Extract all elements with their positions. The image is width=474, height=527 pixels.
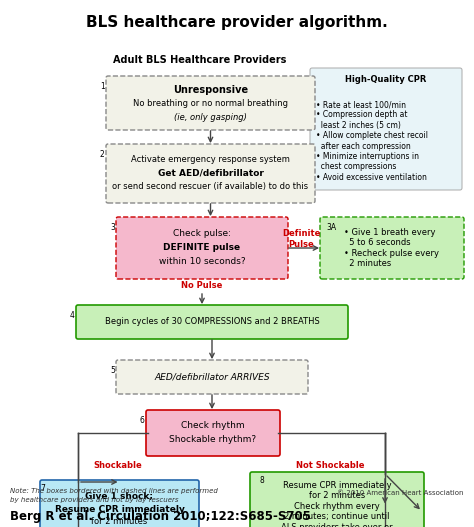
Text: 4: 4 — [70, 311, 75, 320]
Text: • Rate at least 100/min
• Compression depth at
  least 2 inches (5 cm)
• Allow c: • Rate at least 100/min • Compression de… — [316, 100, 428, 182]
Text: for 2 minutes: for 2 minutes — [91, 518, 147, 526]
Text: Resume CPR immediately
for 2 minutes
Check rhythm every
2 minutes; continue unti: Resume CPR immediately for 2 minutes Che… — [281, 481, 393, 527]
Text: Activate emergency response system: Activate emergency response system — [131, 154, 290, 163]
Text: Check rhythm: Check rhythm — [181, 422, 245, 431]
Text: 7: 7 — [40, 484, 45, 493]
Text: 5: 5 — [110, 366, 115, 375]
Text: 2: 2 — [100, 150, 105, 159]
Text: Note: The boxes bordered with dashed lines are performed: Note: The boxes bordered with dashed lin… — [10, 488, 218, 494]
Text: or send second rescuer (if available) to do this: or send second rescuer (if available) to… — [112, 182, 309, 191]
Text: Resume CPR immediately: Resume CPR immediately — [55, 504, 184, 513]
FancyBboxPatch shape — [250, 472, 424, 527]
FancyBboxPatch shape — [106, 76, 315, 130]
FancyBboxPatch shape — [310, 68, 462, 190]
Text: Give 1 shock;: Give 1 shock; — [85, 492, 154, 501]
Text: 1: 1 — [100, 82, 105, 91]
Text: by healthcare providers and not by lay rescuers: by healthcare providers and not by lay r… — [10, 497, 179, 503]
FancyBboxPatch shape — [146, 410, 280, 456]
Text: High-Quality CPR: High-Quality CPR — [346, 75, 427, 84]
Text: Unresponsive: Unresponsive — [173, 85, 248, 95]
Text: Begin cycles of 30 COMPRESSIONS and 2 BREATHS: Begin cycles of 30 COMPRESSIONS and 2 BR… — [105, 317, 319, 327]
FancyBboxPatch shape — [40, 480, 199, 527]
Text: Definite
Pulse: Definite Pulse — [282, 229, 320, 249]
Text: AED/defibrillator ARRIVES: AED/defibrillator ARRIVES — [154, 373, 270, 382]
Text: (ie, only gasping): (ie, only gasping) — [174, 112, 247, 122]
Text: Check pulse:: Check pulse: — [173, 229, 231, 238]
FancyBboxPatch shape — [320, 217, 464, 279]
Text: DEFINITE pulse: DEFINITE pulse — [164, 243, 241, 252]
Text: No Pulse: No Pulse — [182, 280, 223, 289]
Text: • Give 1 breath every
  5 to 6 seconds
• Recheck pulse every
  2 minutes: • Give 1 breath every 5 to 6 seconds • R… — [345, 228, 439, 268]
Text: Not Shockable: Not Shockable — [296, 462, 364, 471]
Text: Adult BLS Healthcare Providers: Adult BLS Healthcare Providers — [113, 55, 287, 65]
Text: 3A: 3A — [326, 223, 336, 232]
FancyBboxPatch shape — [106, 144, 315, 203]
Text: No breathing or no normal breathing: No breathing or no normal breathing — [133, 100, 288, 109]
FancyBboxPatch shape — [116, 217, 288, 279]
Text: BLS healthcare provider algorithm.: BLS healthcare provider algorithm. — [86, 15, 388, 30]
FancyBboxPatch shape — [76, 305, 348, 339]
Text: 3: 3 — [110, 223, 115, 232]
Text: 8: 8 — [260, 476, 265, 485]
FancyBboxPatch shape — [116, 360, 308, 394]
Text: 6: 6 — [140, 416, 145, 425]
Text: Get AED/defibrillator: Get AED/defibrillator — [157, 169, 264, 178]
Text: Shockable rhythm?: Shockable rhythm? — [169, 435, 256, 444]
Text: Shockable: Shockable — [94, 462, 142, 471]
Text: © 2010 American Heart Association: © 2010 American Heart Association — [337, 490, 464, 496]
Text: Berg R et al. Circulation 2010;122:S685-S705: Berg R et al. Circulation 2010;122:S685-… — [10, 510, 311, 523]
Text: within 10 seconds?: within 10 seconds? — [159, 258, 246, 267]
